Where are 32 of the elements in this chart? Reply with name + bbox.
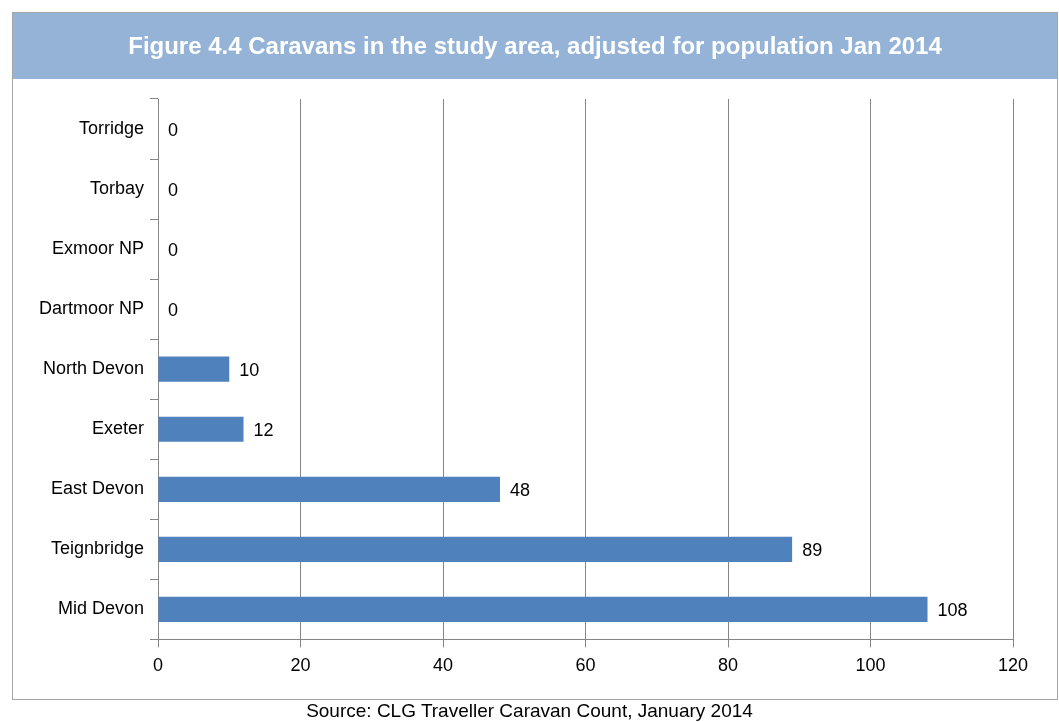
x-tick-label: 100 [855,655,886,676]
data-label: 0 [168,119,179,140]
x-tick-label: 0 [153,655,164,676]
y-tick-label: North Devon [42,358,145,379]
data-label: 48 [510,480,531,501]
x-tick-label: 120 [997,655,1029,676]
bar [158,536,793,562]
chart-title: Figure 4.4 Caravans in the study area, adjusted for population Jan 2014 [13,13,1057,79]
data-label: 0 [168,180,179,201]
y-tick-label: East Devon [50,478,145,499]
x-tick-label: 20 [290,655,311,676]
data-label: 0 [168,300,179,321]
x-tick-label: 80 [717,655,739,676]
bar [158,416,244,442]
y-tick-label: Torridge [78,117,145,138]
data-label: 108 [937,600,968,621]
y-tick-label: Exmoor NP [51,238,145,259]
y-tick-label: Exeter [91,418,145,439]
bar [158,476,501,502]
bar [158,356,230,382]
data-label: 0 [168,240,179,261]
bar [158,596,928,622]
y-tick-label: Dartmoor NP [38,298,145,319]
data-label: 10 [239,360,260,381]
x-tick-label: 60 [575,655,596,676]
y-tick-label: Mid Devon [57,598,145,619]
data-label: 12 [253,420,274,441]
data-label: 89 [802,540,823,561]
y-tick-label: Torbay [89,178,145,199]
source-note: Source: CLG Traveller Caravan Count, January 2014 [305,700,754,722]
x-tick-label: 40 [433,655,454,676]
y-tick-label: Teignbridge [50,538,145,559]
